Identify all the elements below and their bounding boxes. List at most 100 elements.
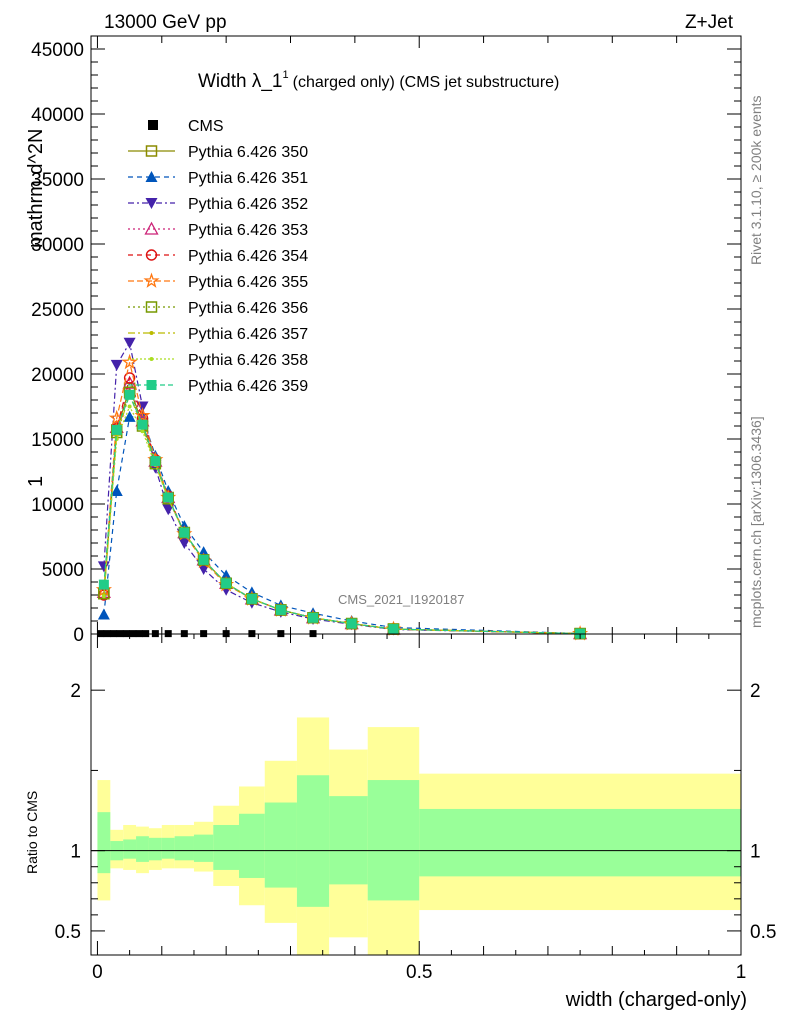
legend-marker — [145, 249, 158, 261]
series-point — [110, 359, 123, 371]
xtick-label: 0 — [92, 962, 103, 983]
main-ytick-label: 30000 — [31, 235, 84, 256]
legend-label: Pythia 6.426 350 — [188, 144, 308, 161]
ratio-band-inner — [419, 808, 741, 877]
series-point — [124, 389, 135, 400]
ratio-ytick-label-right: 0.5 — [750, 922, 776, 943]
analysis-watermark: CMS_2021_I1920187 — [338, 592, 465, 607]
ratio-band-inner — [239, 813, 265, 878]
series-point — [110, 485, 123, 496]
ylabel-numerator-d2n: mathrm d^2N — [25, 129, 47, 248]
series-point — [179, 527, 190, 538]
ratio-band-inner — [296, 775, 330, 907]
main-ytick-label: 15000 — [31, 430, 84, 451]
legend-label: Pythia 6.426 354 — [188, 248, 308, 265]
series-point — [123, 372, 136, 384]
legend-item: Pythia 6.426 352 — [128, 196, 308, 213]
ratio-band-inner — [329, 796, 368, 885]
series-point — [121, 353, 138, 370]
ratio-ytick-label: 2 — [70, 681, 81, 702]
legend-marker — [148, 120, 158, 130]
legend-marker — [145, 171, 158, 182]
main-panel: 0 5000 10000 15000 20000 25000 30000 35000 40000… — [31, 35, 742, 646]
series-point — [178, 538, 191, 549]
legend-marker — [145, 198, 158, 209]
series-point — [221, 578, 232, 589]
chart-title-suffix: (charged only) (CMS jet substructure) — [293, 74, 560, 91]
legend-marker — [146, 380, 157, 390]
header-right: Z+Jet — [685, 12, 734, 33]
chart-title-main: Width λ_1 — [198, 71, 282, 92]
series-point — [388, 624, 399, 635]
legend-item: Pythia 6.426 355 — [128, 272, 308, 291]
main-ytick-label: 10000 — [31, 495, 84, 516]
legend-marker — [144, 221, 159, 235]
series-point — [123, 337, 136, 349]
series-line — [103, 341, 581, 635]
ratio-band-inner — [148, 837, 162, 861]
legend-item: Pythia 6.426 351 — [128, 170, 308, 187]
series-point — [98, 579, 109, 590]
ratio-ytick-label: 0.5 — [55, 922, 81, 943]
ratio-band-inner — [367, 780, 420, 901]
xtick-label: 1 — [736, 962, 747, 983]
series-line — [103, 405, 581, 635]
legend: CMS Pythia 6.426 350 Pythia 6.426 351 Pythi… — [128, 118, 308, 395]
main-ytick-label: 20000 — [31, 365, 84, 386]
ratio-frame — [90, 633, 742, 956]
legend-item-cms: CMS — [148, 118, 224, 135]
mcplots-credit-text: mcplots.cern.ch [arXiv:1306.3436] — [748, 416, 764, 628]
series-line — [103, 393, 581, 635]
ratio-panel: 0.5 0.51 12 20 0.5 1 — [55, 633, 776, 983]
ratio-ytick-label-right: 2 — [750, 681, 761, 702]
series-pythia-6-426-359 — [98, 389, 586, 639]
ratio-band-inner — [213, 824, 240, 870]
series-point — [346, 618, 357, 629]
header-left: 13000 GeV pp — [104, 12, 227, 33]
series-point — [163, 492, 174, 503]
main-ytick-label: 40000 — [31, 105, 84, 126]
main-ytick-label: 5000 — [42, 560, 84, 581]
legend-marker — [145, 301, 158, 313]
legend-label: Pythia 6.426 356 — [188, 300, 308, 317]
legend-label: Pythia 6.426 357 — [188, 326, 308, 343]
legend-label: Pythia 6.426 359 — [188, 378, 308, 395]
main-ytick-label: 25000 — [31, 300, 84, 321]
ratio-band-inner — [174, 836, 194, 861]
ratio-band-inner — [161, 837, 175, 859]
main-ytick-label: 45000 — [31, 40, 84, 61]
series-point — [97, 561, 110, 573]
main-ytick-label: 0 — [73, 625, 84, 646]
xtick-label: 0.5 — [406, 962, 432, 983]
legend-label: Pythia 6.426 355 — [188, 274, 308, 291]
series-point — [101, 594, 106, 599]
legend-marker — [149, 357, 154, 361]
legend-marker — [145, 145, 158, 157]
series-point — [246, 593, 257, 604]
series-point — [140, 429, 145, 434]
legend-item: Pythia 6.426 357 — [128, 326, 308, 343]
ratio-band-inner — [123, 839, 137, 859]
xlabel: width (charged-only) — [565, 989, 747, 1011]
series-point — [308, 612, 319, 623]
ylabel-numerator-one: 1 — [25, 476, 47, 487]
ratio-band-inner — [136, 836, 149, 862]
ratio-band-inner — [264, 802, 297, 888]
legend-marker — [149, 331, 154, 335]
series-point — [150, 456, 161, 467]
legend-item: Pythia 6.426 356 — [128, 300, 308, 317]
series-point — [111, 424, 122, 435]
series-point — [97, 608, 110, 620]
series-point — [127, 404, 132, 409]
legend-label: Pythia 6.426 351 — [188, 170, 308, 187]
chart-title: Width λ_11 (charged only) (CMS jet substr… — [198, 69, 559, 92]
ratio-band-inner — [193, 834, 214, 862]
series-point — [198, 554, 209, 565]
legend-label: Pythia 6.426 353 — [188, 222, 308, 239]
legend-item: Pythia 6.426 350 — [128, 144, 308, 161]
series-point — [275, 604, 286, 615]
series-point — [162, 504, 175, 516]
series-point — [197, 564, 210, 575]
main-ytick-label: 35000 — [31, 170, 84, 191]
